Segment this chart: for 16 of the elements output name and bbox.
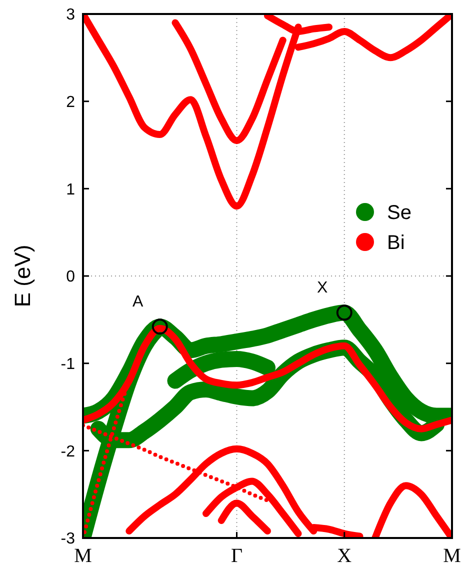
legend-label: Se — [387, 202, 412, 224]
x-tick-label: M — [443, 545, 462, 567]
y-tick-label: 3 — [66, 6, 76, 24]
y-tick-label: 0 — [66, 268, 76, 286]
x-tick-label: M — [74, 545, 92, 567]
y-tick-label: -1 — [60, 356, 76, 373]
annotation: X — [317, 280, 328, 297]
x-tick-label: X — [337, 545, 352, 567]
annotation: A — [132, 294, 144, 311]
y-tick-label: -2 — [60, 443, 76, 460]
x-tick-label: Γ — [230, 545, 243, 567]
y-axis-title: E (eV) — [10, 244, 35, 308]
y-tick-label: 2 — [66, 94, 76, 111]
legend-label: Bi — [387, 232, 405, 254]
y-tick-label: 1 — [66, 181, 76, 198]
y-tick-label: -3 — [60, 530, 76, 548]
